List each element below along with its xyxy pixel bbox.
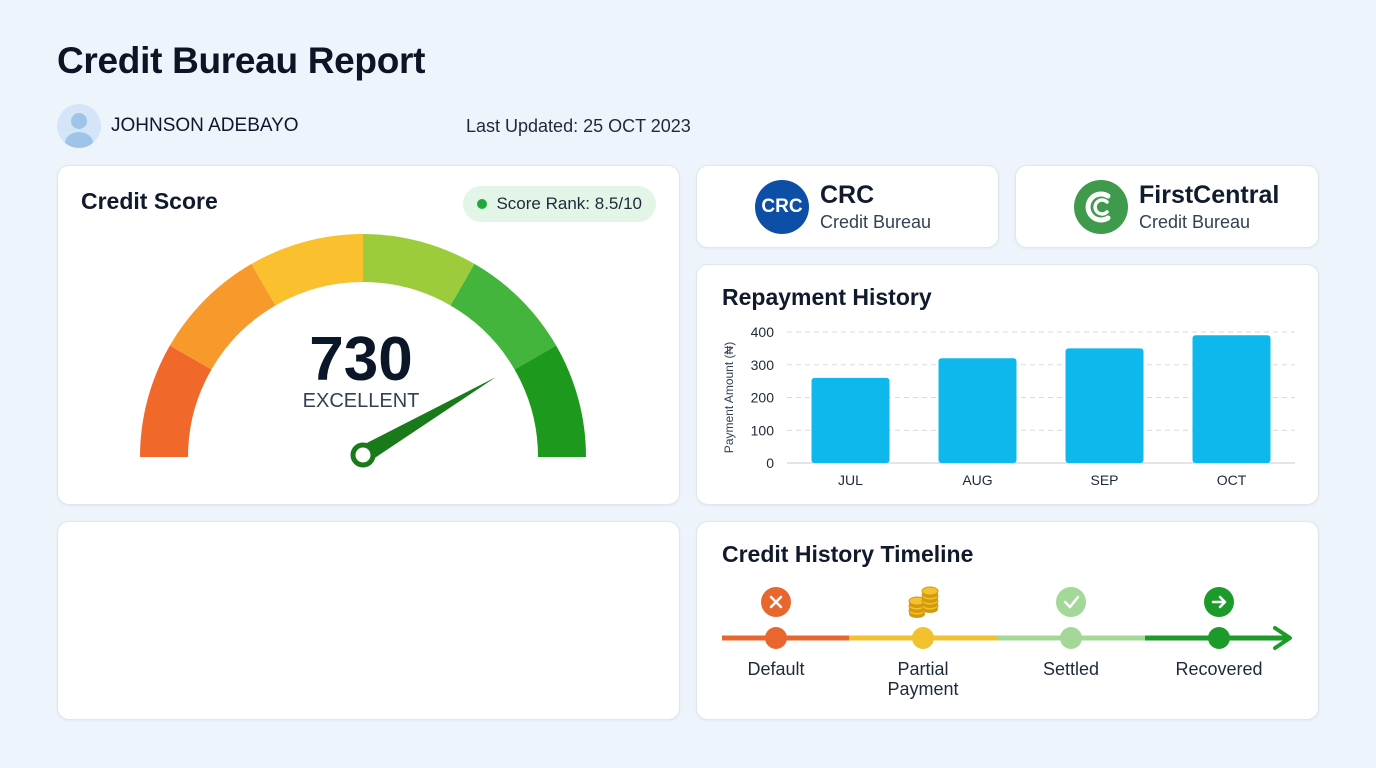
crc-logo-icon: CRC — [755, 180, 809, 234]
gauge-segment — [363, 234, 475, 306]
y-tick-label: 0 — [766, 455, 774, 471]
bar-jul[interactable] — [811, 377, 890, 463]
rank-status-dot — [477, 199, 488, 209]
score-rank-badge: Score Rank: 8.5/10 — [463, 186, 656, 222]
credit-score-rating: EXCELLENT — [302, 390, 420, 412]
credit-history-timeline-card: Credit History Timeline Default Partial … — [696, 521, 1319, 720]
timeline-node[interactable] — [912, 627, 934, 649]
y-tick-label: 100 — [751, 422, 775, 438]
check-circle-icon — [1056, 587, 1086, 617]
timeline-label-recovered: Recovered — [1175, 659, 1263, 679]
score-rank-text: Score Rank: 8.5/10 — [496, 194, 642, 213]
credit-score-value: 730 — [309, 325, 413, 394]
crc-bureau-card[interactable]: CRC CRC Credit Bureau — [696, 165, 999, 248]
avatar-head-shape — [71, 113, 87, 129]
bar-aug[interactable] — [938, 358, 1017, 463]
x-tick-label: SEP — [1090, 472, 1118, 488]
timeline-arrowhead-icon — [1273, 626, 1292, 650]
firstcentral-bureau-card[interactable]: FirstCentral Credit Bureau — [1015, 165, 1319, 248]
gauge-segment — [514, 345, 587, 457]
bureau-subtitle: Credit Bureau — [820, 212, 932, 232]
last-updated: Last Updated: 25 OCT 2023 — [466, 116, 691, 136]
bureau-subtitle: Credit Bureau — [1139, 212, 1251, 232]
timeline-label-default: Default — [747, 659, 805, 679]
credit-score-gauge — [140, 234, 587, 468]
page-title: Credit Bureau Report — [57, 40, 426, 81]
arrow-right-circle-icon — [1204, 587, 1234, 617]
bureau-name: FirstCentral — [1139, 181, 1280, 209]
gauge-segment — [140, 345, 212, 457]
bureau-name: CRC — [820, 181, 875, 209]
x-circle-icon — [761, 587, 791, 617]
empty-panel — [57, 521, 680, 720]
timeline-label-line: Payment — [887, 679, 959, 699]
gauge-segment — [450, 263, 557, 370]
timeline-node[interactable] — [1060, 627, 1082, 649]
timeline-label-line: Partial — [897, 659, 949, 679]
repayment-history-card: Repayment History 0 100 200 300 400 Payment A… — [696, 264, 1319, 505]
coins-icon — [908, 586, 939, 618]
gauge-segment — [251, 234, 363, 306]
gauge-needle-hub — [350, 442, 376, 468]
user-info: JOHNSON ADEBAYO — [57, 104, 299, 148]
bar-oct[interactable] — [1192, 335, 1271, 463]
x-tick-label: JUL — [838, 472, 863, 488]
timeline-node[interactable] — [1208, 627, 1230, 649]
avatar[interactable] — [57, 104, 101, 148]
firstcentral-logo-icon — [1074, 180, 1128, 234]
gauge-segment — [169, 263, 276, 370]
repayment-chart: 0 100 200 300 400 Payment Amount (₦) JUL AUG SEP… — [722, 324, 1295, 488]
user-name: JOHNSON ADEBAYO — [111, 115, 299, 136]
timeline-track — [722, 586, 1292, 650]
timeline-label-settled: Settled — [1042, 659, 1100, 679]
timeline-title: Credit History Timeline — [722, 541, 974, 567]
timeline-node[interactable] — [765, 627, 787, 649]
credit-score-title: Credit Score — [81, 188, 218, 214]
gauge-needle-pointer — [358, 377, 496, 463]
y-tick-label: 400 — [751, 324, 775, 340]
timeline-label-partial-payment: Partial Payment — [863, 659, 983, 699]
x-tick-label: AUG — [962, 472, 992, 488]
avatar-body-shape — [65, 132, 93, 148]
gauge-needle — [350, 377, 496, 468]
x-tick-label: OCT — [1217, 472, 1247, 488]
y-tick-label: 200 — [751, 390, 775, 406]
repayment-history-title: Repayment History — [722, 284, 932, 310]
credit-score-card: Credit Score Score Rank: 8.5/10 730 EXCE… — [57, 165, 680, 505]
y-axis-label: Payment Amount (₦) — [722, 342, 736, 453]
y-tick-label: 300 — [751, 357, 775, 373]
bar-sep[interactable] — [1065, 348, 1144, 463]
